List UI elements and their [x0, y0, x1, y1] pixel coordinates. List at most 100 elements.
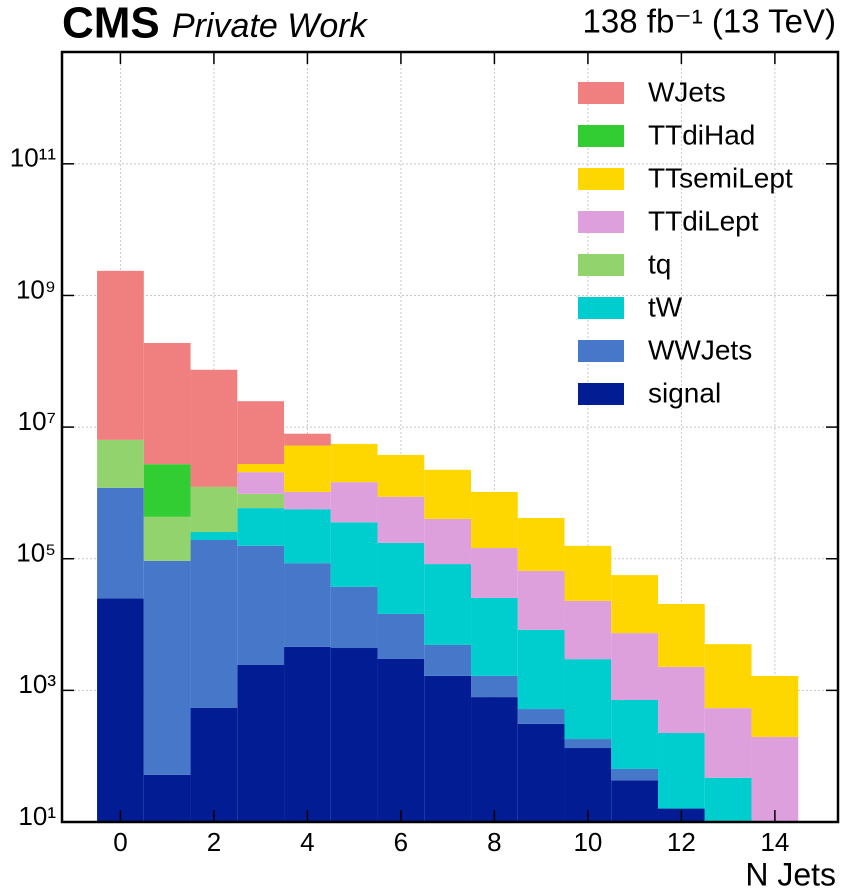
bar-segment: [751, 736, 799, 822]
bar-segment: [97, 487, 144, 599]
x-tick-label: 8: [487, 827, 501, 857]
legend-label: WJets: [648, 76, 726, 107]
bar-segment: [237, 493, 285, 509]
bar-segment: [330, 522, 378, 587]
bar-segment: [143, 774, 191, 822]
bar-segment: [611, 633, 659, 700]
legend-label: TTdiHad: [648, 119, 755, 150]
bar-segment: [471, 675, 518, 698]
x-tick-label: 0: [113, 827, 127, 857]
bar-segment: [284, 509, 331, 564]
bar-segment: [190, 486, 238, 533]
bar-segment: [564, 748, 612, 822]
bar-segment: [704, 777, 752, 822]
bar-segment: [517, 709, 565, 724]
bar-segment: [377, 613, 425, 659]
bar-segment: [237, 664, 285, 822]
legend-label: tq: [648, 248, 671, 279]
bar-segment: [471, 597, 518, 676]
bar-segment: [190, 369, 238, 487]
bar-segment: [424, 564, 472, 645]
bar-segment: [237, 464, 285, 473]
x-tick-label: 2: [207, 827, 221, 857]
bar-segment: [284, 646, 331, 822]
legend-swatch: [578, 211, 624, 233]
bar-segment: [471, 491, 518, 549]
bar-segment: [658, 733, 705, 809]
bar-segment: [704, 644, 752, 709]
bar-segment: [284, 445, 331, 492]
bar-segment: [517, 518, 565, 571]
bar-segment: [190, 707, 238, 822]
bar-segment: [658, 666, 705, 734]
y-tick-label: 10⁵: [16, 538, 56, 568]
legend-label: tW: [648, 291, 683, 322]
legend-swatch: [578, 125, 624, 147]
bar-segment: [377, 658, 425, 822]
legend-label: TTsemiLept: [648, 162, 793, 193]
bar-segment: [190, 532, 238, 541]
x-tick-label: 4: [300, 827, 314, 857]
bar-segment: [517, 629, 565, 710]
x-tick-label: 12: [667, 827, 696, 857]
axes-frame: [60, 50, 840, 824]
x-axis-label: N Jets: [745, 856, 836, 892]
bar-segment: [658, 603, 705, 667]
bar-segment: [424, 675, 472, 822]
legend-swatch: [578, 168, 624, 190]
bar-segment: [97, 270, 144, 440]
x-tick-label: 14: [760, 827, 789, 857]
bar-segment: [564, 739, 612, 749]
bar-segment: [611, 780, 659, 822]
x-tick-label: 10: [573, 827, 602, 857]
bar-segment: [377, 496, 425, 543]
bar-segment: [143, 560, 191, 775]
bar-segment: [330, 586, 378, 649]
bar-segment: [471, 548, 518, 598]
legend-label: TTdiLept: [648, 205, 759, 236]
bar-segment: [284, 433, 331, 446]
legend-swatch: [578, 383, 624, 405]
legend-swatch: [578, 82, 624, 104]
bar-segment: [330, 482, 378, 523]
bar-segment: [611, 768, 659, 781]
bar-segment: [237, 401, 285, 465]
bar-segment: [704, 708, 752, 778]
experiment-label: CMS: [62, 0, 160, 48]
legend-swatch: [578, 254, 624, 276]
lumi-label: 138 fb⁻¹ (13 TeV): [583, 3, 836, 40]
x-tick-label: 6: [394, 827, 408, 857]
bar-segment: [284, 563, 331, 647]
y-tick-label: 10⁹: [16, 274, 56, 304]
y-tick-label: 10³: [18, 669, 56, 699]
y-tick-label: 10¹¹: [10, 143, 57, 173]
bar-segment: [564, 600, 612, 660]
bar-segment: [377, 454, 425, 497]
legend-swatch: [578, 340, 624, 362]
legend-label: WWJets: [648, 334, 752, 365]
bar-segment: [143, 342, 191, 465]
bar-segment: [751, 675, 799, 737]
bar-segment: [564, 545, 612, 601]
bar-segment: [377, 542, 425, 614]
bar-segment: [611, 575, 659, 634]
bar-segment: [190, 540, 238, 708]
legend-label: signal: [648, 377, 721, 408]
y-tick-label: 10¹: [18, 801, 56, 831]
bar-segment: [517, 723, 565, 822]
bar-segment: [471, 697, 518, 822]
legend-swatch: [578, 297, 624, 319]
bar-segment: [143, 464, 191, 517]
bar-segment: [330, 443, 378, 483]
bar-segment: [424, 469, 472, 519]
y-tick-label: 10⁷: [18, 406, 56, 436]
bar-segment: [517, 570, 565, 630]
subtitle: Private Work: [172, 7, 369, 45]
bar-segment: [330, 648, 378, 822]
bar-segment: [284, 491, 331, 510]
bar-segment: [143, 516, 191, 561]
bar-segment: [237, 508, 285, 546]
bar-segment: [424, 518, 472, 565]
